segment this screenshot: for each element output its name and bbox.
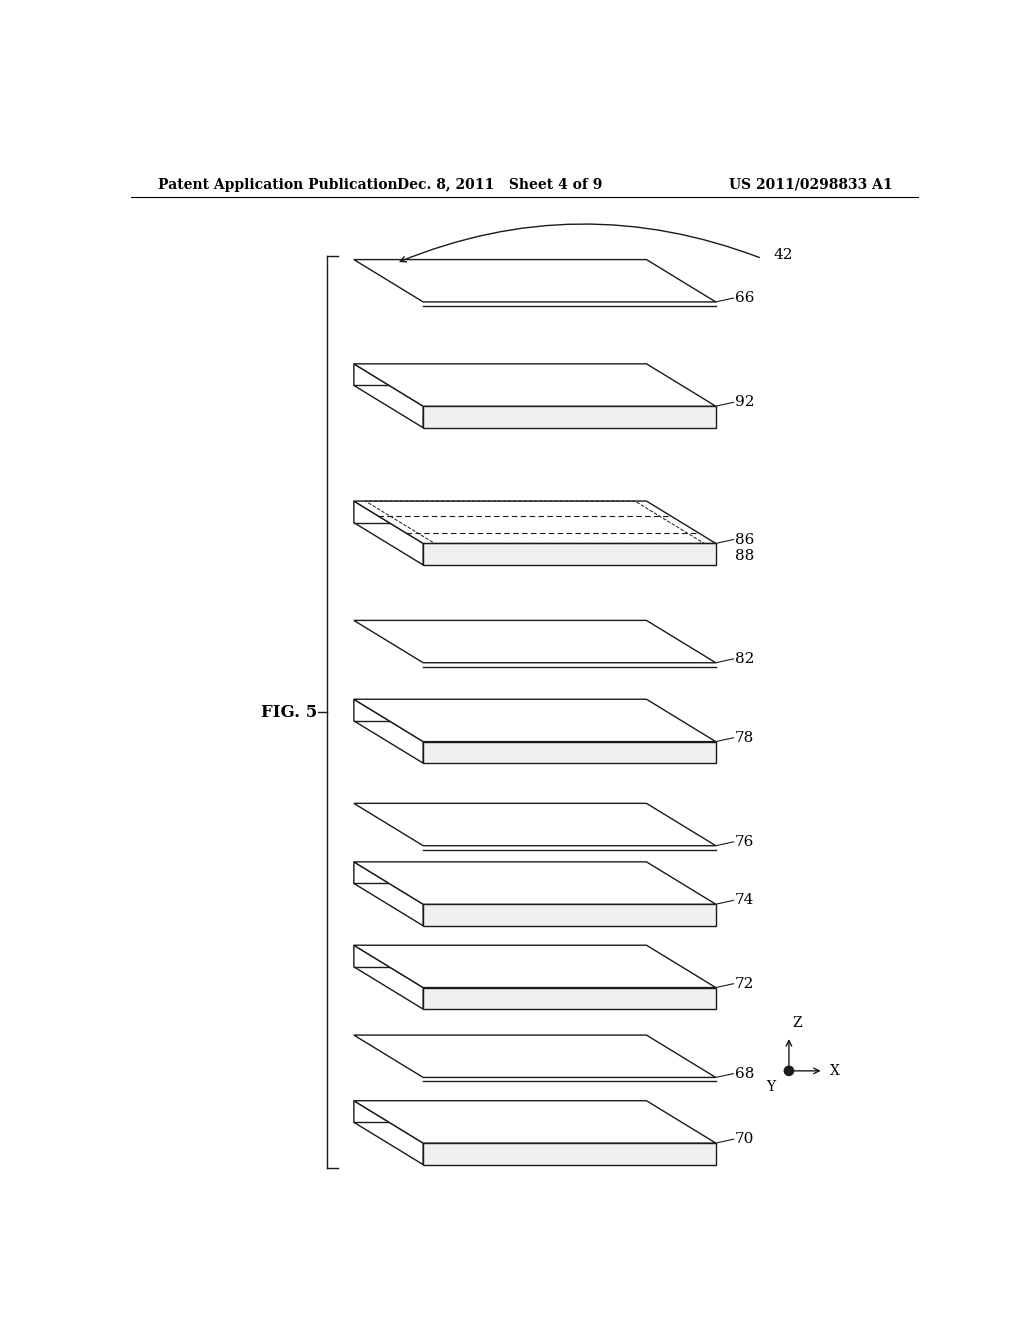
Text: 92: 92 [735,395,755,409]
Polygon shape [423,407,716,428]
Text: 70: 70 [735,1133,755,1146]
Polygon shape [423,742,716,763]
Circle shape [784,1067,794,1076]
Polygon shape [354,364,716,407]
Text: FIG. 5: FIG. 5 [261,704,317,721]
Polygon shape [423,987,716,1008]
Polygon shape [354,862,423,925]
Polygon shape [354,945,423,1008]
Polygon shape [423,544,716,565]
Polygon shape [354,700,716,742]
Polygon shape [354,700,423,763]
Text: 68: 68 [735,1067,755,1081]
Polygon shape [354,1035,716,1077]
Text: 78: 78 [735,731,755,744]
Text: 72: 72 [735,977,755,991]
Text: Patent Application Publication: Patent Application Publication [158,178,397,191]
Text: 74: 74 [735,894,755,907]
Text: 66: 66 [735,292,755,305]
Polygon shape [423,1143,716,1164]
Polygon shape [354,1101,423,1164]
Polygon shape [423,904,716,925]
Text: Z: Z [793,1016,803,1030]
Polygon shape [354,502,716,544]
Text: Dec. 8, 2011   Sheet 4 of 9: Dec. 8, 2011 Sheet 4 of 9 [397,178,603,191]
Polygon shape [354,945,716,987]
Polygon shape [354,364,423,428]
Text: 82: 82 [735,652,755,665]
Polygon shape [354,502,423,565]
Text: 76: 76 [735,834,755,849]
Polygon shape [354,1101,716,1143]
Polygon shape [354,620,716,663]
Polygon shape [354,804,716,846]
Text: 42: 42 [773,248,793,261]
Text: 86: 86 [735,532,755,546]
Text: X: X [829,1064,840,1078]
Polygon shape [354,862,716,904]
Text: Y: Y [766,1080,775,1094]
Text: US 2011/0298833 A1: US 2011/0298833 A1 [729,178,893,191]
Text: 88: 88 [735,549,755,564]
Polygon shape [354,260,716,302]
